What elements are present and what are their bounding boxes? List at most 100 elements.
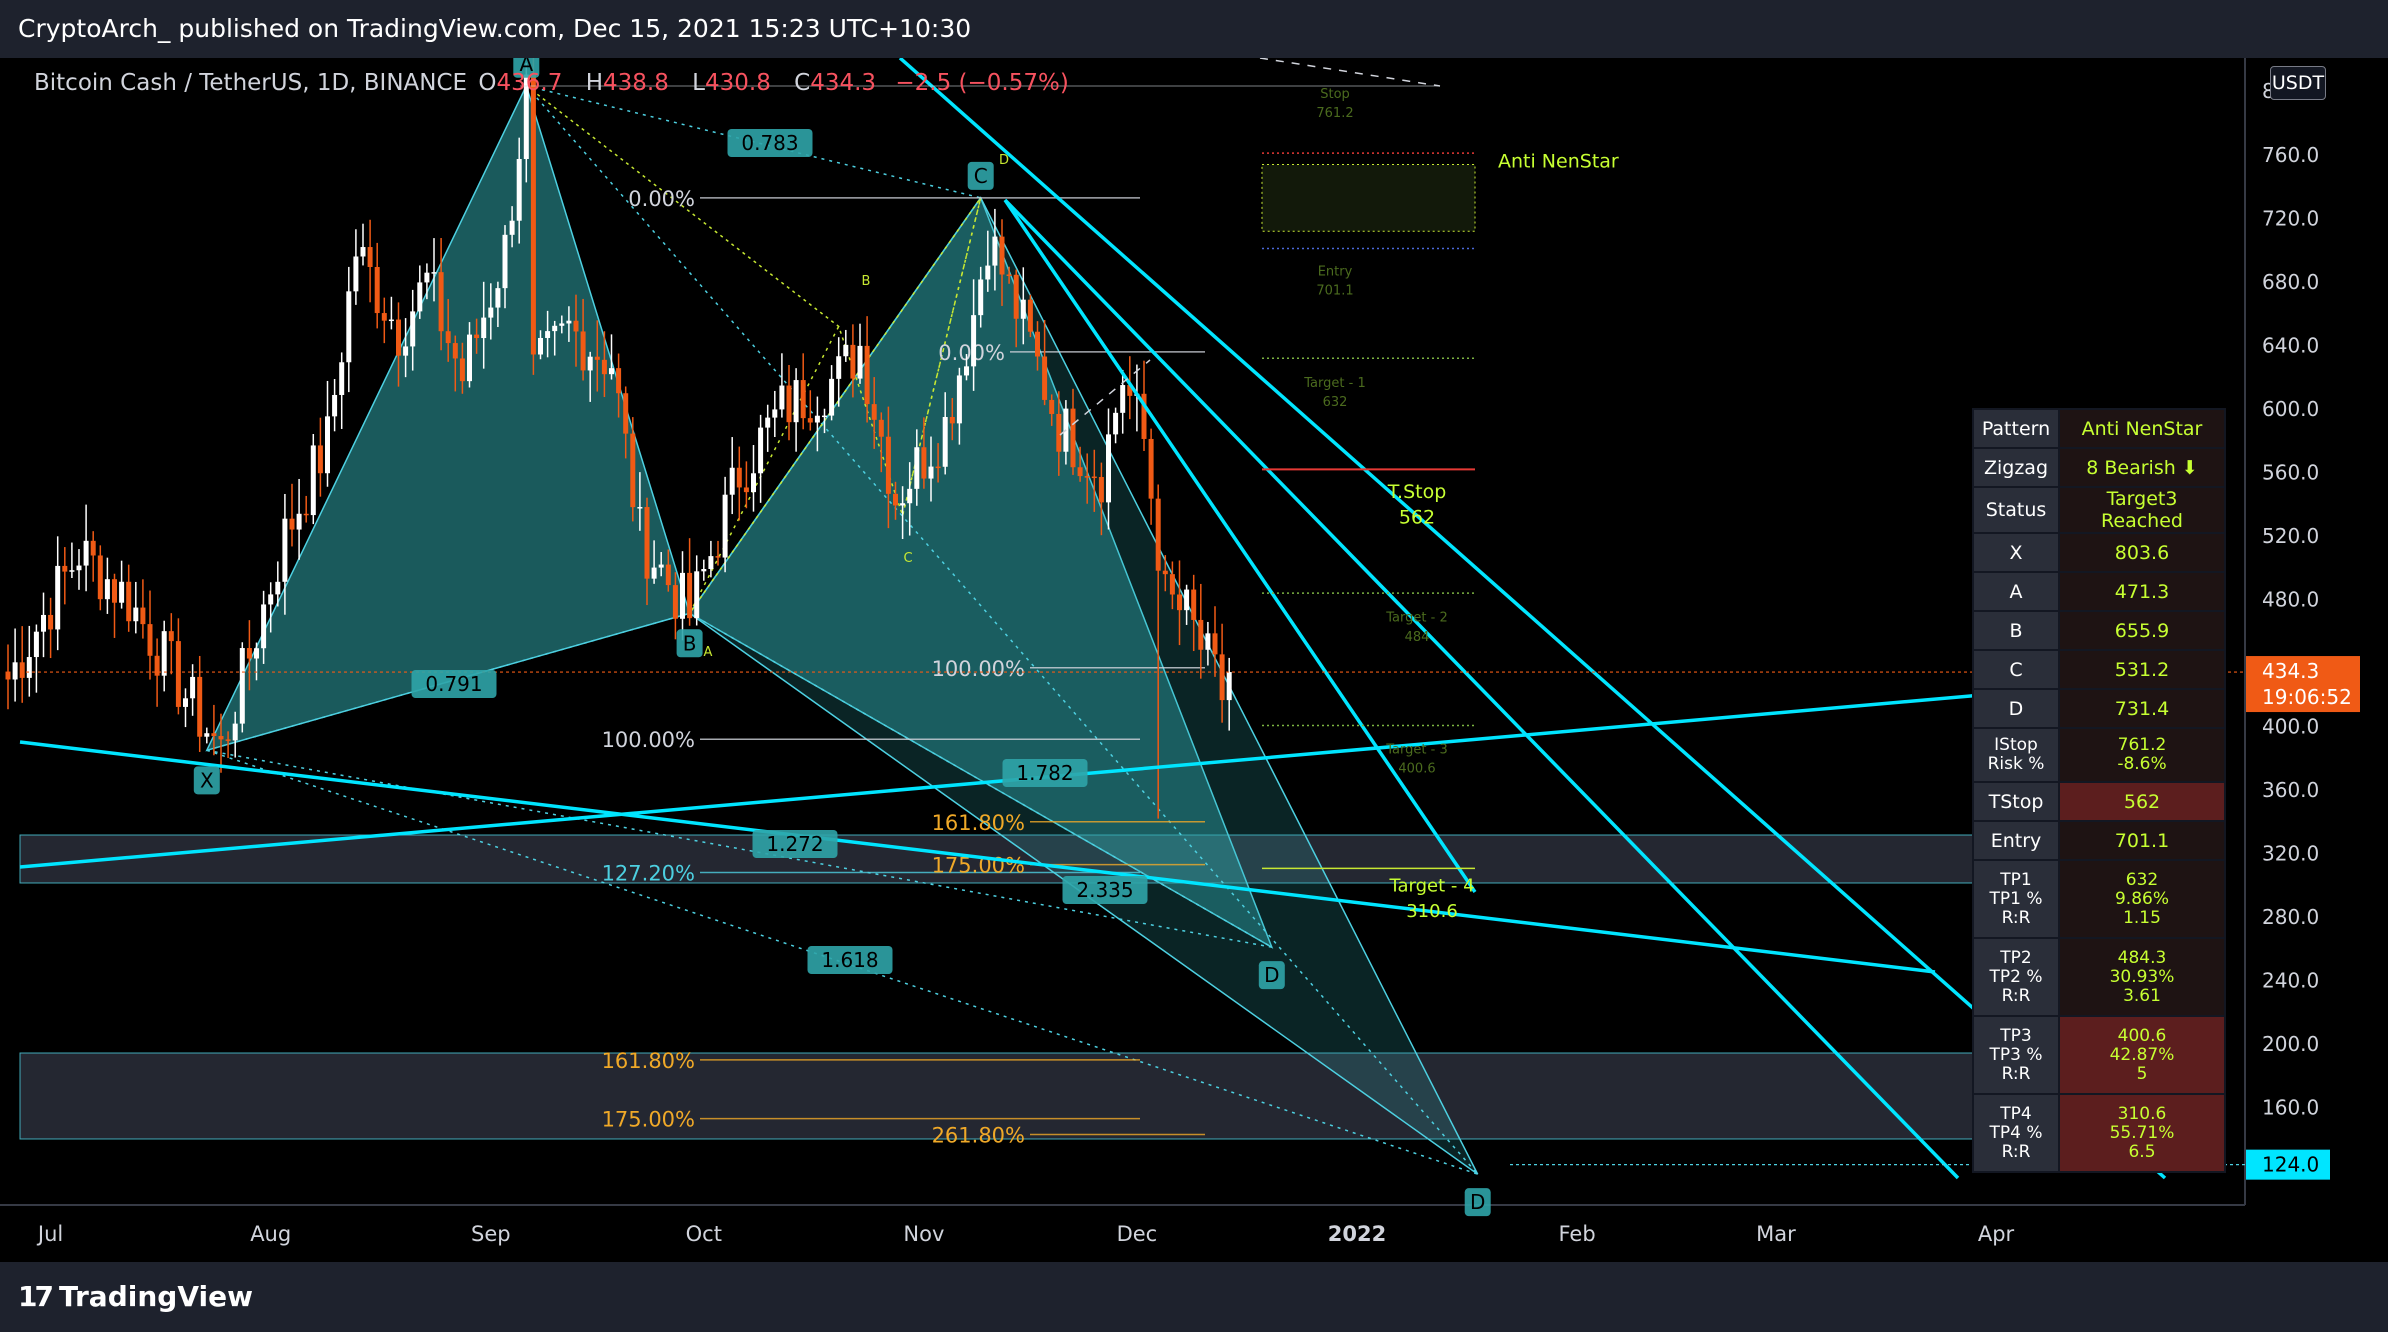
- candle-body: [893, 493, 898, 506]
- candle: [672, 572, 678, 640]
- candle: [1184, 584, 1190, 625]
- candle-body: [722, 494, 728, 558]
- target1-label: Target - 1: [1303, 376, 1365, 391]
- candle-body: [601, 359, 607, 375]
- candle: [1020, 267, 1026, 345]
- candle: [949, 398, 955, 441]
- tstop-label: T.Stop: [1387, 481, 1447, 503]
- candle-body: [161, 631, 167, 676]
- zone-lower: [19, 1052, 2076, 1140]
- table-value: 701.1: [2058, 820, 2226, 861]
- candle: [1013, 269, 1019, 348]
- candle: [1113, 407, 1119, 444]
- candle: [1077, 446, 1083, 482]
- point-label-d1: D: [1258, 961, 1285, 990]
- point-label-d1-text: D: [1264, 963, 1279, 987]
- candle-body: [431, 272, 437, 274]
- table-row: TP4 TP4 % R:R 310.6 55.71% 6.5: [1972, 1093, 2226, 1173]
- candle: [90, 531, 96, 582]
- candle-body: [814, 415, 820, 423]
- tradingview-logo[interactable]: 17 TradingView: [18, 1280, 253, 1313]
- mini-label-c: C: [903, 551, 912, 566]
- target4-value: 310.6: [1406, 901, 1458, 922]
- point-label-c: C: [967, 161, 994, 190]
- ratio-label-0791-bg: [411, 670, 497, 698]
- candle: [552, 320, 558, 356]
- candle-body: [1091, 476, 1097, 479]
- candle-body: [609, 368, 614, 375]
- candle: [587, 351, 593, 402]
- candle: [559, 315, 565, 334]
- table-value: 803.6: [2058, 532, 2226, 573]
- table-value: 310.6 55.71% 6.5: [2058, 1093, 2226, 1173]
- table-key: Pattern: [1972, 408, 2060, 449]
- ratio-label-1618: 1.618: [807, 946, 893, 974]
- candle-body: [672, 585, 678, 619]
- candle-body: [864, 345, 870, 405]
- fib-label: 261.80%: [932, 1123, 1025, 1147]
- candle: [459, 342, 465, 394]
- candle: [360, 223, 366, 266]
- table-value: Target3 Reached: [2058, 486, 2226, 534]
- time-label: Aug: [250, 1222, 291, 1246]
- axis-label: 680.0: [2262, 270, 2319, 294]
- candle-body: [680, 572, 685, 619]
- time-axis[interactable]: Jul Aug Sep Oct Nov Dec 2022 Feb Mar Apr: [36, 1222, 2015, 1246]
- candle: [325, 380, 330, 487]
- close-label: C: [794, 70, 811, 96]
- time-label: Jul: [36, 1222, 63, 1246]
- axis-label: 520.0: [2262, 524, 2319, 548]
- axis-label: 160.0: [2262, 1096, 2319, 1120]
- candle: [786, 365, 792, 441]
- time-label: Apr: [1978, 1222, 2015, 1246]
- symbol-name: Bitcoin Cash / TetherUS, 1D, BINANCE: [34, 70, 468, 96]
- ratio-label-1782-text: 1.782: [1016, 761, 1073, 785]
- candle-body: [1219, 654, 1225, 701]
- candle: [736, 446, 742, 521]
- candle: [644, 497, 650, 606]
- candle-body: [921, 447, 927, 479]
- candle-body: [715, 556, 721, 558]
- publisher-text: CryptoArch_ published on TradingView.com…: [18, 14, 972, 43]
- table-row: Entry 701.1: [1972, 820, 2226, 861]
- ratio-label-2335-text: 2.335: [1076, 878, 1133, 902]
- candle: [601, 331, 607, 398]
- candle: [417, 265, 423, 319]
- candle-body: [374, 267, 380, 314]
- table-key: TP2 TP2 % R:R: [1972, 937, 2060, 1017]
- candle-body: [751, 473, 756, 493]
- candle: [183, 688, 188, 728]
- price-axis[interactable]: 8760.0720.0680.0640.0600.0560.0520.0480.…: [2246, 58, 2388, 1205]
- candle-body: [218, 736, 224, 740]
- candle-body: [545, 331, 551, 338]
- currency-button[interactable]: USDT: [2270, 66, 2326, 100]
- target-price-badge: [2246, 1149, 2330, 1180]
- candle-body: [19, 662, 25, 678]
- candle: [424, 263, 430, 300]
- candle-body: [949, 417, 955, 424]
- point-label-d2-bg: [1464, 1188, 1491, 1217]
- table-key: B: [1972, 610, 2060, 651]
- target2-label: Target - 2: [1385, 611, 1447, 626]
- candle-body: [55, 565, 61, 630]
- high-label: H: [585, 70, 603, 96]
- candle: [800, 353, 806, 430]
- candle-body: [211, 733, 217, 737]
- candle-body: [275, 581, 281, 595]
- axis-label: 640.0: [2262, 334, 2319, 358]
- candle-body: [346, 291, 352, 363]
- candle-body: [623, 393, 629, 434]
- candle-body: [310, 445, 316, 516]
- table-row: TP3 TP3 % R:R 400.6 42.87% 5: [1972, 1015, 2226, 1095]
- candle-body: [758, 427, 764, 474]
- table-value: 632 9.86% 1.15: [2058, 859, 2226, 939]
- candle: [1212, 606, 1218, 677]
- candle: [232, 711, 238, 758]
- candle-body: [978, 279, 984, 316]
- candle: [701, 559, 707, 581]
- candle-body: [786, 385, 792, 423]
- candle-body: [594, 356, 600, 360]
- candle: [538, 330, 543, 360]
- candle-body: [1184, 589, 1190, 611]
- candle-body: [530, 74, 536, 355]
